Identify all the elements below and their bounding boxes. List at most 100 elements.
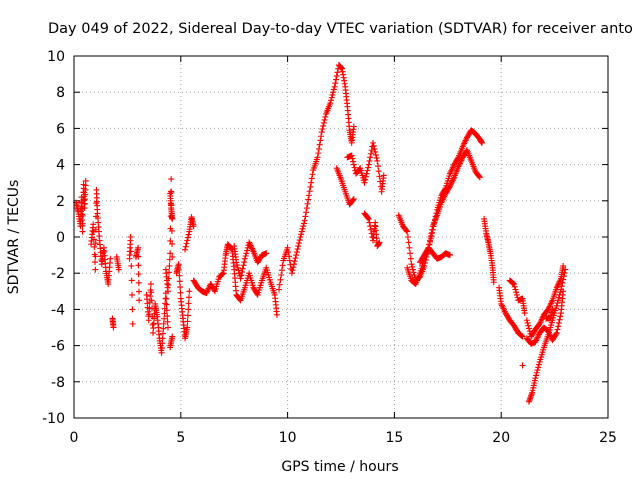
data-point xyxy=(164,324,171,331)
data-point xyxy=(185,294,192,301)
data-point xyxy=(163,295,170,302)
data-point xyxy=(317,137,324,144)
x-tick-label: 5 xyxy=(176,430,185,446)
data-point xyxy=(427,234,434,240)
data-point xyxy=(146,311,153,318)
data-point xyxy=(407,250,414,257)
data-point xyxy=(90,236,97,243)
data-point xyxy=(428,230,435,237)
data-point xyxy=(177,284,184,291)
data-point xyxy=(364,167,371,174)
data-point xyxy=(476,173,483,180)
data-point xyxy=(211,287,218,294)
data-point xyxy=(373,154,380,161)
x-tick-label: 25 xyxy=(599,430,617,446)
data-point xyxy=(107,255,114,262)
plot-frame xyxy=(73,55,609,419)
data-point xyxy=(169,240,176,247)
data-point xyxy=(278,267,285,274)
data-point xyxy=(295,240,302,247)
data-point xyxy=(79,212,86,219)
data-point xyxy=(294,246,301,253)
data-point xyxy=(233,259,240,266)
data-point xyxy=(293,252,300,259)
data-point xyxy=(350,196,357,203)
grid-lines xyxy=(74,56,608,418)
x-tick-label: 0 xyxy=(70,430,79,446)
data-point xyxy=(168,227,175,234)
data-point xyxy=(184,324,191,331)
data-point xyxy=(136,297,143,304)
data-point xyxy=(279,262,286,269)
data-point xyxy=(148,297,155,304)
data-point xyxy=(518,332,525,339)
data-point xyxy=(292,255,299,262)
data-point xyxy=(555,297,562,304)
data-point xyxy=(322,113,329,120)
data-point xyxy=(278,272,285,279)
data-point xyxy=(407,255,414,262)
data-point xyxy=(509,279,516,286)
data-point xyxy=(560,276,567,283)
data-point xyxy=(276,286,283,293)
data-point xyxy=(408,261,415,268)
data-point xyxy=(376,239,383,246)
data-point xyxy=(302,213,309,220)
data-point xyxy=(239,268,246,275)
data-point xyxy=(128,277,135,284)
data-point xyxy=(362,176,369,183)
data-point xyxy=(363,170,370,177)
data-point xyxy=(129,291,136,298)
data-point xyxy=(147,293,154,300)
data-point xyxy=(376,173,383,180)
data-point xyxy=(511,281,518,288)
y-tick-label: 8 xyxy=(56,85,65,101)
data-point xyxy=(184,234,191,241)
data-point xyxy=(330,86,337,93)
data-point xyxy=(240,262,247,269)
data-point xyxy=(164,313,171,320)
data-point xyxy=(556,316,563,323)
data-point xyxy=(350,195,357,202)
data-point xyxy=(535,361,542,368)
data-point xyxy=(532,375,539,382)
data-point xyxy=(349,155,356,162)
data-point xyxy=(166,262,173,269)
data-point xyxy=(239,265,246,272)
data-point xyxy=(289,267,296,274)
y-tick-label: -4 xyxy=(51,302,65,318)
data-point xyxy=(350,158,357,165)
data-point xyxy=(320,122,327,129)
data-point xyxy=(286,253,293,260)
y-tick-label: 10 xyxy=(47,49,65,65)
data-point xyxy=(165,275,172,282)
data-point xyxy=(185,300,192,307)
data-point xyxy=(403,227,410,234)
data-point xyxy=(554,300,561,307)
data-point xyxy=(273,311,280,318)
data-point xyxy=(164,318,171,325)
x-axis-label: GPS time / hours xyxy=(281,459,398,475)
data-point xyxy=(91,243,98,250)
data-point xyxy=(362,173,369,180)
data-point xyxy=(253,290,260,297)
data-point xyxy=(161,315,168,322)
data-point xyxy=(79,220,86,227)
data-point xyxy=(219,270,226,277)
data-point xyxy=(184,312,191,319)
data-point xyxy=(333,76,340,83)
data-point xyxy=(321,116,328,123)
data-points xyxy=(73,62,569,405)
data-point xyxy=(332,80,339,87)
data-point xyxy=(241,255,248,262)
data-point xyxy=(372,151,379,158)
data-point xyxy=(365,214,372,221)
x-tick-labels: 0 5 10 15 20 25 xyxy=(70,430,617,446)
data-point xyxy=(556,291,563,298)
data-point xyxy=(149,321,156,328)
data-point xyxy=(92,226,99,233)
data-point xyxy=(375,163,382,170)
data-point xyxy=(367,154,374,161)
data-point xyxy=(162,295,169,302)
data-point xyxy=(183,240,190,247)
